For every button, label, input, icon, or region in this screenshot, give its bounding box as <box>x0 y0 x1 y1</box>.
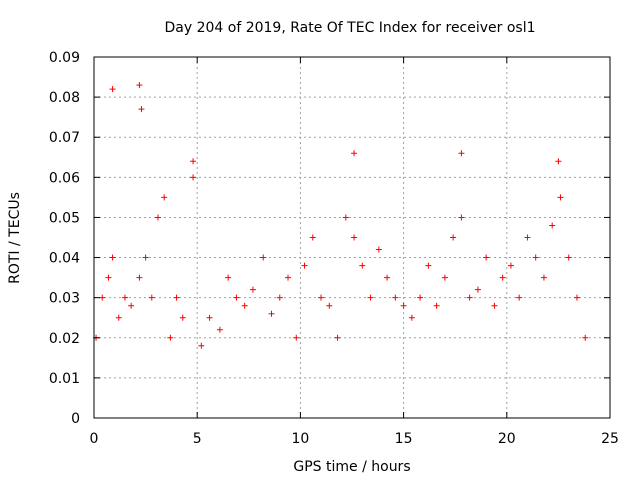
y-tick-label: 0.05 <box>49 210 80 226</box>
x-tick-label: 15 <box>395 431 413 447</box>
data-point <box>105 274 112 281</box>
data-point <box>326 302 333 309</box>
data-point <box>392 294 399 301</box>
data-point <box>225 274 232 281</box>
data-point <box>557 194 564 201</box>
data-point <box>367 294 374 301</box>
data-point <box>516 294 523 301</box>
data-point <box>249 286 256 293</box>
y-tick-label: 0.01 <box>49 371 80 387</box>
data-point <box>491 302 498 309</box>
y-tick-label: 0.07 <box>49 130 80 146</box>
data-point <box>359 262 366 269</box>
data-point <box>301 262 308 269</box>
y-tick-label: 0.09 <box>49 50 80 66</box>
data-point <box>351 150 358 157</box>
data-point <box>499 274 506 281</box>
x-tick-label: 10 <box>291 431 309 447</box>
data-point <box>179 314 186 321</box>
y-tick-label: 0 <box>71 411 80 427</box>
x-axis-title: GPS time / hours <box>293 459 410 475</box>
data-point <box>128 302 135 309</box>
data-point <box>458 214 465 221</box>
chart-title: Day 204 of 2019, Rate Of TEC Index for r… <box>164 20 535 36</box>
data-point <box>161 194 168 201</box>
y-axis-title: ROTI / TECUs <box>7 192 23 284</box>
data-point <box>318 294 325 301</box>
y-tick-label: 0.02 <box>49 331 80 347</box>
data-point <box>375 246 382 253</box>
data-point <box>483 254 490 261</box>
data-point <box>198 342 205 349</box>
data-point <box>309 234 316 241</box>
data-point <box>136 274 143 281</box>
data-point <box>99 294 106 301</box>
data-point <box>441 274 448 281</box>
x-tick-label: 5 <box>193 431 202 447</box>
data-point <box>109 254 116 261</box>
plot-frame <box>93 56 611 419</box>
data-point <box>206 314 213 321</box>
data-point <box>276 294 283 301</box>
data-point <box>142 254 149 261</box>
data-point <box>582 334 589 341</box>
x-tick-label: 20 <box>498 431 516 447</box>
data-point <box>507 262 514 269</box>
data-point <box>573 294 580 301</box>
x-tick-label: 25 <box>601 431 619 447</box>
data-point <box>138 106 145 113</box>
data-point <box>351 234 358 241</box>
y-tick-label: 0.06 <box>49 170 80 186</box>
data-point <box>342 214 349 221</box>
y-tick-label: 0.03 <box>49 291 80 307</box>
data-point <box>555 158 562 165</box>
data-point <box>190 174 197 181</box>
y-tick-label: 0.08 <box>49 90 80 106</box>
data-point <box>474 286 481 293</box>
data-point <box>136 82 143 89</box>
grid-lines <box>94 57 610 418</box>
data-point <box>260 254 267 261</box>
y-tick-label: 0.04 <box>49 251 80 267</box>
data-point <box>190 158 197 165</box>
data-point <box>408 314 415 321</box>
data-point <box>154 214 161 221</box>
data-point <box>400 302 407 309</box>
data-point <box>216 326 223 333</box>
data-point <box>115 314 122 321</box>
data-point <box>167 334 174 341</box>
data-point <box>540 274 547 281</box>
data-point <box>458 150 465 157</box>
data-point <box>417 294 424 301</box>
data-point <box>268 310 275 317</box>
data-point <box>285 274 292 281</box>
data-point <box>121 294 128 301</box>
data-point <box>524 234 531 241</box>
data-point <box>293 334 300 341</box>
data-point <box>565 254 572 261</box>
axis-ticks <box>93 56 611 419</box>
data-point <box>425 262 432 269</box>
data-point <box>148 294 155 301</box>
data-point <box>334 334 341 341</box>
tick-labels: 0 0.01 0.02 0.03 0.04 0.05 0.06 0.07 0.08 0.09 0 5 1… <box>49 50 619 447</box>
data-point <box>450 234 457 241</box>
data-point <box>466 294 473 301</box>
data-points <box>93 82 589 349</box>
data-point <box>173 294 180 301</box>
data-point <box>433 302 440 309</box>
data-point <box>109 86 116 93</box>
data-point <box>549 222 556 229</box>
x-tick-label: 0 <box>90 431 99 447</box>
data-point <box>532 254 539 261</box>
data-point <box>241 302 248 309</box>
data-point <box>233 294 240 301</box>
data-point <box>384 274 391 281</box>
